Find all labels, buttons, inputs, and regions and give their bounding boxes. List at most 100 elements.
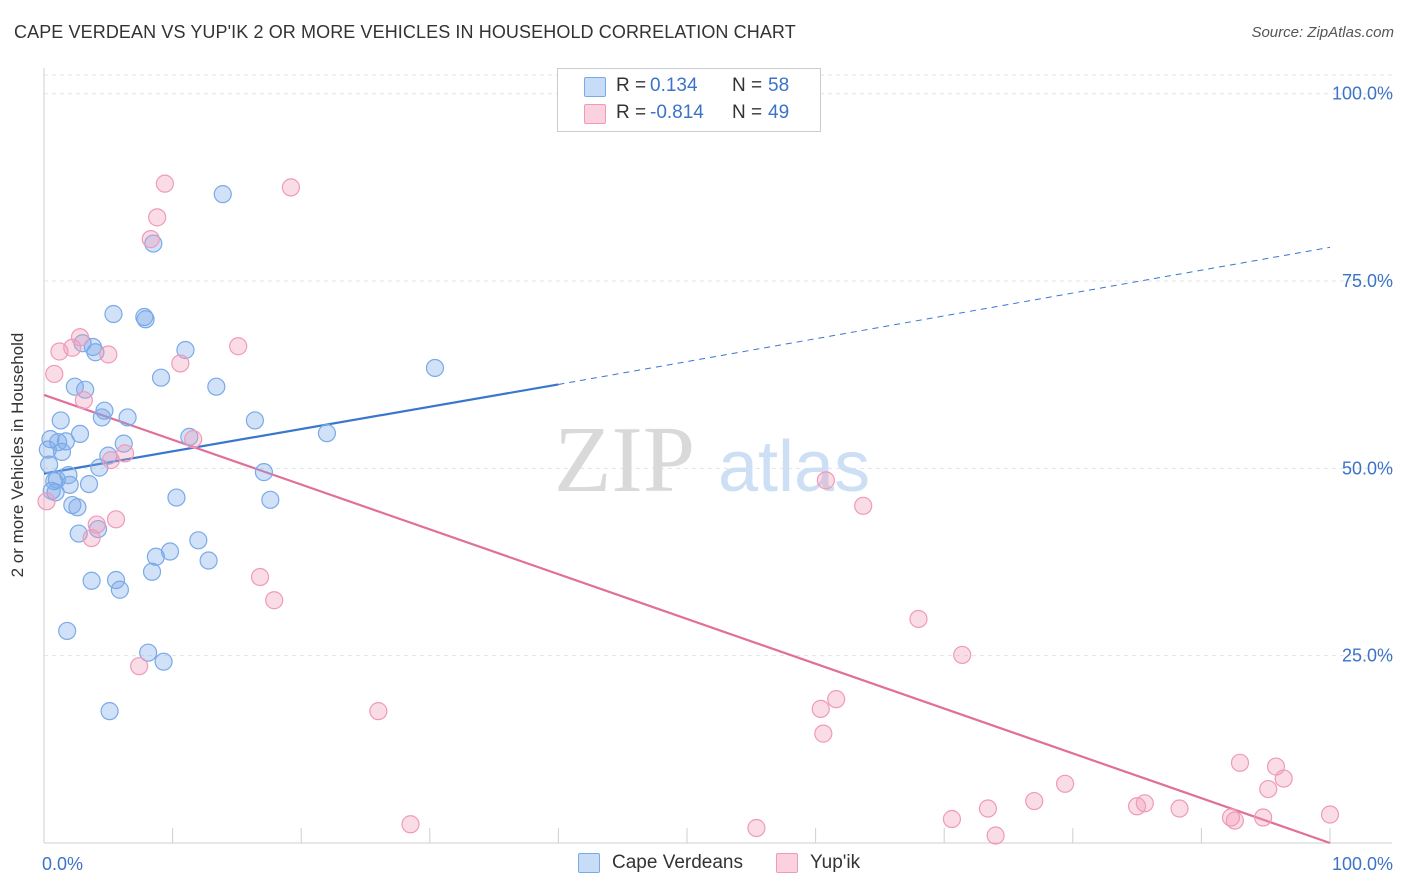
x-tick-label: 100.0% <box>1332 854 1393 874</box>
point-cape-verdean <box>106 570 126 590</box>
legend-r-value: 0.134 <box>650 75 698 96</box>
point-yupik <box>70 328 90 347</box>
point-yupik <box>827 690 846 709</box>
point-cape-verdean <box>100 702 119 721</box>
point-cape-verdean <box>52 442 72 461</box>
point-cape-verdean <box>79 475 99 494</box>
legend-swatch-pink <box>776 853 798 873</box>
point-cape-verdean <box>49 433 68 452</box>
y-tick-label: 25.0% <box>1342 646 1393 666</box>
y-tick-label: 100.0% <box>1332 84 1393 104</box>
point-yupik <box>1259 779 1278 799</box>
point-yupik <box>1274 769 1293 788</box>
point-cape-verdean <box>167 488 186 507</box>
trend-lines <box>43 246 1331 845</box>
legend-label: Cape Verdeans <box>612 852 743 873</box>
point-yupik <box>45 364 64 384</box>
point-yupik <box>250 567 270 587</box>
point-yupik <box>1225 811 1244 830</box>
legend-r-label: R = <box>616 102 647 123</box>
legend-n-label: N = <box>732 102 763 123</box>
watermark: ZIP atlas <box>554 408 870 512</box>
point-cape-verdean <box>114 434 133 453</box>
point-cape-verdean <box>104 304 123 324</box>
trend-line-cape-verdeans-extension <box>558 246 1331 385</box>
point-cape-verdean <box>51 411 70 430</box>
point-yupik <box>74 391 93 410</box>
trend-line-yupik <box>43 393 1331 845</box>
point-yupik <box>953 645 972 665</box>
point-yupik <box>265 591 284 610</box>
point-yupik <box>155 174 174 193</box>
point-yupik <box>986 826 1005 845</box>
legend-swatch-blue <box>584 77 606 97</box>
legend-n-value: 49 <box>768 102 790 123</box>
point-cape-verdean <box>317 424 337 443</box>
point-cape-verdean <box>213 185 232 204</box>
point-yupik <box>978 799 998 818</box>
source-label: Source: ZipAtlas.com <box>1251 24 1394 41</box>
chart-title: CAPE VERDEAN VS YUP'IK 2 OR MORE VEHICLE… <box>14 22 796 42</box>
point-yupik <box>1230 753 1250 772</box>
point-cape-verdean <box>82 571 101 590</box>
point-yupik <box>115 444 135 463</box>
point-cape-verdean <box>176 340 195 360</box>
x-tick-label: 0.0% <box>42 854 83 874</box>
point-yupik <box>811 699 830 718</box>
point-cape-verdean <box>70 424 90 443</box>
point-yupik <box>171 354 190 373</box>
y-tick-label: 75.0% <box>1342 271 1393 291</box>
stats-legend: R = 0.134 N = 58 R = -0.814 N = 49 <box>557 68 821 132</box>
point-cape-verdean <box>146 547 165 566</box>
point-cape-verdean <box>136 310 155 329</box>
legend-swatch-pink <box>584 104 606 124</box>
point-yupik <box>1320 805 1340 824</box>
point-yupik <box>1170 799 1189 818</box>
point-cape-verdean <box>60 475 79 494</box>
point-yupik <box>106 510 126 529</box>
y-axis-label: 2 or more Vehicles in Household <box>8 332 27 578</box>
point-cape-verdean <box>59 466 78 485</box>
legend-n-value: 58 <box>768 75 790 96</box>
point-cape-verdean <box>40 455 59 474</box>
point-cape-verdean <box>65 377 84 396</box>
point-yupik <box>148 208 167 227</box>
point-yupik <box>854 496 873 515</box>
point-yupik <box>281 178 301 197</box>
gridlines <box>44 74 1392 657</box>
data-points <box>37 174 1340 845</box>
point-cape-verdean <box>160 542 180 561</box>
point-yupik <box>747 818 766 838</box>
point-cape-verdean <box>151 368 171 387</box>
point-cape-verdean <box>58 621 77 641</box>
legend-swatch-blue <box>578 853 600 873</box>
point-yupik <box>99 345 118 364</box>
point-yupik <box>909 609 928 629</box>
point-yupik <box>1025 791 1044 811</box>
axes <box>43 68 1392 844</box>
point-yupik <box>816 471 835 490</box>
legend-r-value: -0.814 <box>650 102 704 123</box>
point-yupik <box>229 337 248 356</box>
point-cape-verdean <box>38 440 57 459</box>
point-yupik <box>369 702 388 721</box>
point-cape-verdean <box>189 531 208 550</box>
legend-n-label: N = <box>732 75 763 96</box>
point-cape-verdean <box>118 408 137 427</box>
watermark-zip: ZIP <box>554 408 695 512</box>
point-yupik <box>1135 794 1154 813</box>
point-yupik <box>814 724 833 743</box>
point-yupik <box>942 809 962 829</box>
point-yupik <box>184 430 203 449</box>
point-cape-verdean <box>254 463 274 482</box>
watermark-atlas: atlas <box>718 427 870 507</box>
point-cape-verdean <box>207 377 226 396</box>
point-cape-verdean <box>261 490 280 509</box>
point-cape-verdean <box>142 562 162 581</box>
point-yupik <box>37 492 56 511</box>
point-cape-verdean <box>199 551 218 570</box>
point-yupik <box>87 515 106 534</box>
legend-label: Yup'ik <box>810 852 861 873</box>
point-yupik <box>141 229 160 249</box>
